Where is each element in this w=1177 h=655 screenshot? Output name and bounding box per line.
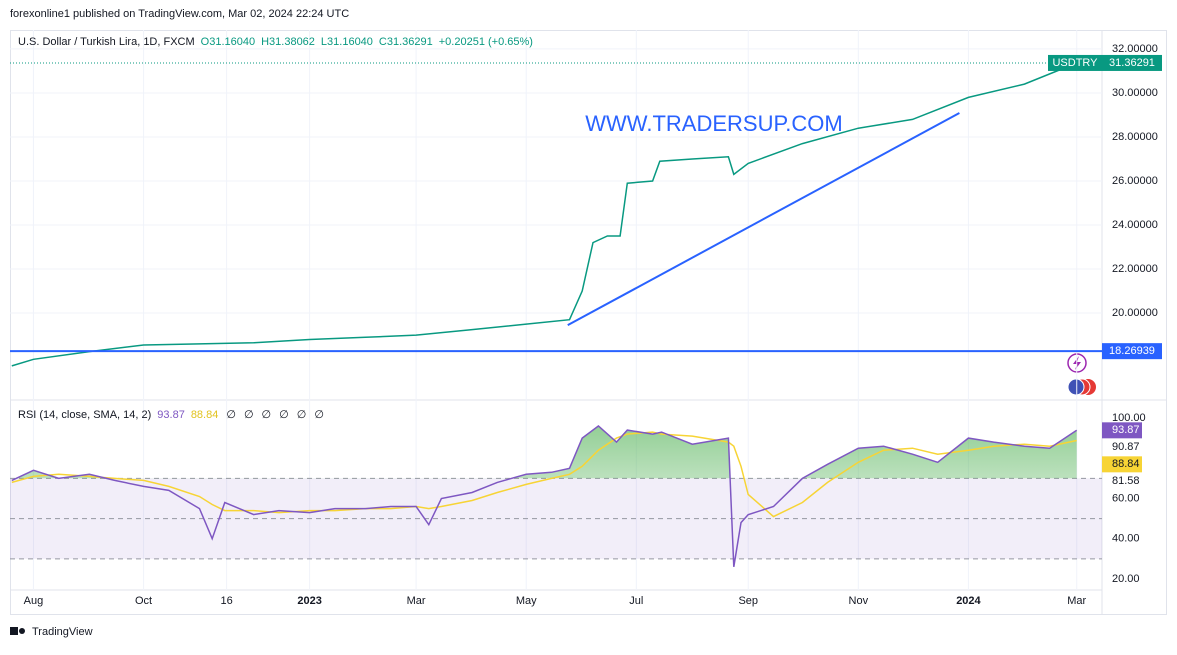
rsi-title: RSI (14, close, SMA, 14, 2) — [18, 409, 151, 421]
y-tick-label: 20.00000 — [1112, 307, 1158, 319]
y-tick-label: 20.00 — [1112, 573, 1140, 585]
axis-value-label: 90.87 — [1112, 441, 1140, 453]
x-tick-label: Oct — [135, 595, 152, 607]
rsi-header: RSI (14, close, SMA, 14, 2) 93.87 88.84 ∅ ∅ ∅… — [18, 409, 324, 421]
axis-value-label: 88.84 — [1112, 458, 1140, 470]
sma-value: 88.84 — [191, 409, 219, 421]
y-tick-label: 30.00000 — [1112, 87, 1158, 99]
price-line — [11, 62, 1077, 367]
ohlc-value: C31.36291 — [379, 36, 433, 48]
rsi-line — [11, 425, 1078, 568]
y-tick-label: 60.00 — [1112, 492, 1140, 504]
x-tick-label: 2023 — [297, 595, 321, 607]
axis-value-label: 93.87 — [1112, 424, 1140, 436]
ohlc-value: +0.20251 (+0.65%) — [439, 36, 533, 48]
y-tick-label: 40.00 — [1112, 533, 1140, 545]
na-mark: ∅ — [244, 409, 254, 421]
y-tick-label: 28.00000 — [1112, 131, 1158, 143]
y-tick-label: 26.00000 — [1112, 175, 1158, 187]
na-mark: ∅ — [262, 409, 272, 421]
na-mark: ∅ — [314, 409, 324, 421]
sma-line — [11, 431, 1077, 518]
x-tick-label: Mar — [1067, 595, 1086, 607]
x-tick-label: Jul — [629, 595, 643, 607]
value-box — [1102, 456, 1142, 473]
x-tick-label: 16 — [220, 595, 232, 607]
y-tick-label: 100.00 — [1112, 412, 1146, 424]
chart-frame — [10, 30, 1167, 615]
ohlc-value: L31.16040 — [321, 36, 373, 48]
publish-note: forexonline1 published on TradingView.co… — [10, 8, 349, 20]
x-tick-label: Sep — [738, 595, 758, 607]
x-tick-label: Mar — [407, 595, 426, 607]
symbol-title: U.S. Dollar / Turkish Lira, 1D, FXCM — [18, 36, 195, 48]
hline-label: 18.26939 — [1109, 345, 1155, 357]
x-tick-label: 2024 — [956, 595, 981, 607]
na-mark: ∅ — [297, 409, 307, 421]
y-tick-label: 22.00000 — [1112, 263, 1158, 275]
x-tick-label: May — [516, 595, 537, 607]
symbol-box — [1048, 54, 1102, 71]
watermark: WWW.TRADERSUP.COM — [585, 111, 842, 136]
na-mark: ∅ — [279, 409, 289, 421]
ohlc-value: H31.38062 — [261, 36, 315, 48]
overbought-fill — [16, 426, 1077, 479]
hline-box — [1102, 343, 1162, 360]
symbol-header: U.S. Dollar / Turkish Lira, 1D, FXCM O31.… — [18, 36, 533, 48]
symbol-label: USDTRY — [1052, 57, 1098, 69]
last-price-label: 31.36291 — [1109, 57, 1155, 69]
flag-icon[interactable] — [1067, 378, 1085, 396]
na-mark: ∅ — [226, 409, 236, 421]
x-tick-label: Nov — [849, 595, 869, 607]
axis-value-label: 81.58 — [1112, 475, 1140, 487]
rsi-value: 93.87 — [157, 409, 185, 421]
price-box — [1102, 54, 1162, 71]
ohlc-value: O31.16040 — [201, 36, 255, 48]
y-tick-label: 32.00000 — [1112, 43, 1158, 55]
trend-line — [567, 112, 960, 327]
brand: TradingView — [32, 626, 93, 638]
brand-logo — [10, 627, 25, 635]
y-tick-label: 24.00000 — [1112, 219, 1158, 231]
value-box — [1102, 422, 1142, 439]
x-tick-label: Aug — [24, 595, 44, 607]
